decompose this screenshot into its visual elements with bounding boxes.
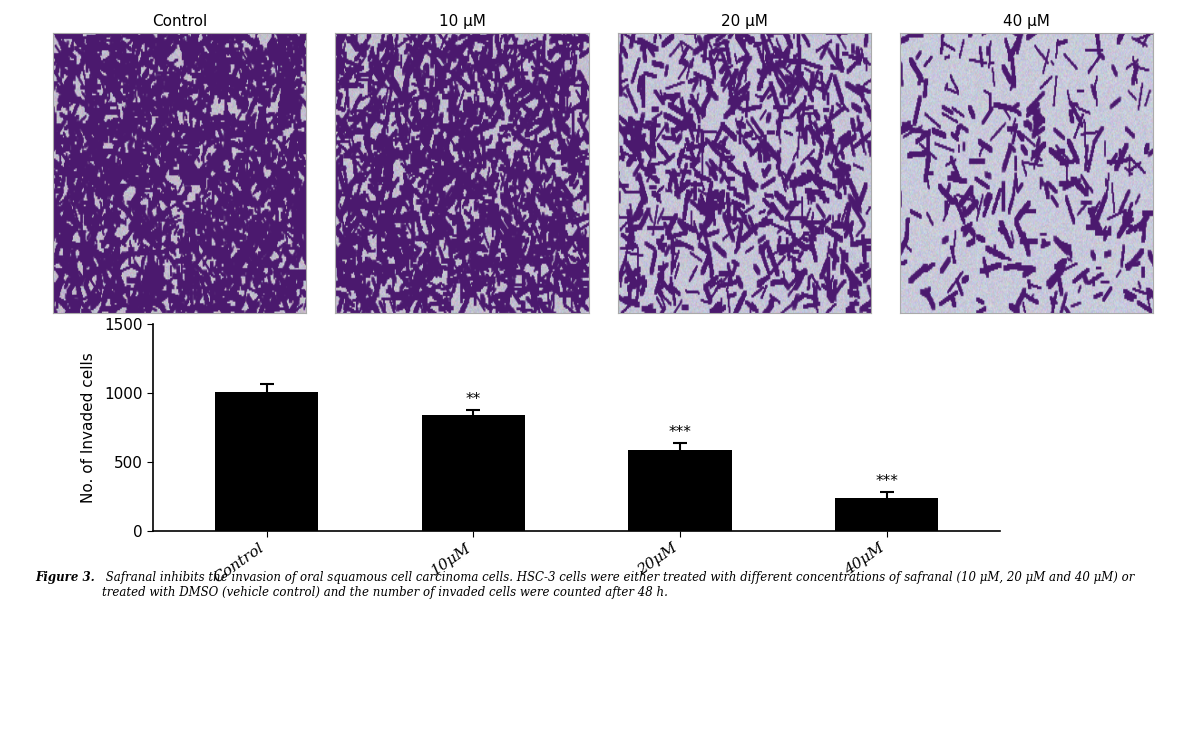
Title: 10 μM: 10 μM <box>439 14 485 29</box>
Bar <box>215 391 318 531</box>
Text: **: ** <box>466 392 481 407</box>
Bar <box>836 498 938 531</box>
Text: Safranal inhibits the invasion of oral squamous cell carcinoma cells. HSC-3 cell: Safranal inhibits the invasion of oral s… <box>102 571 1135 599</box>
Title: 40 μM: 40 μM <box>1004 14 1050 29</box>
Text: ***: *** <box>669 425 692 440</box>
Title: Control: Control <box>152 14 207 29</box>
Text: ***: *** <box>876 474 898 489</box>
Y-axis label: No. of Invaded cells: No. of Invaded cells <box>81 352 95 503</box>
Bar <box>421 415 525 531</box>
Bar <box>629 450 732 531</box>
Text: Figure 3.: Figure 3. <box>35 571 95 584</box>
Title: 20 μM: 20 μM <box>722 14 767 29</box>
